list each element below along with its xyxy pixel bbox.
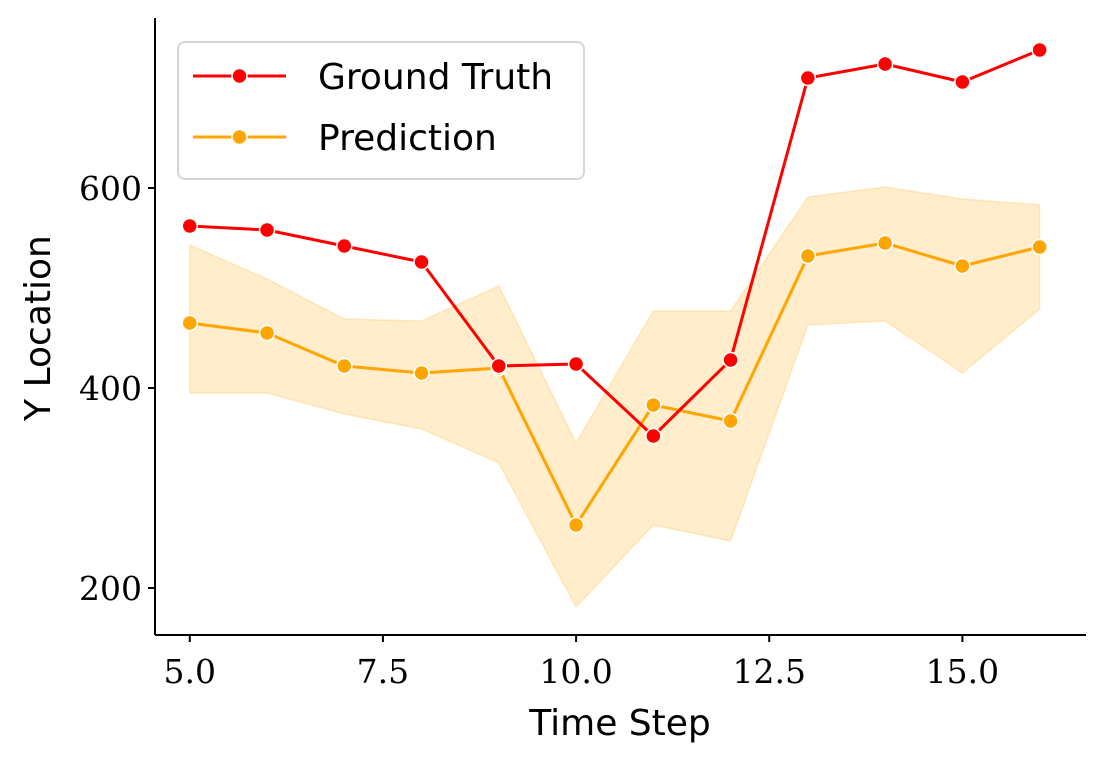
legend-marker-prediction [231,128,248,146]
data-point-prediction [336,357,353,375]
legend: Ground Truth Prediction [177,41,585,180]
data-point-prediction [567,516,585,534]
y-axis-label: Y Location [18,235,59,422]
tick-layer: 5.0 7.5 10.0 12.5 15.0 200 400 600 [79,169,999,691]
axes [154,18,1086,636]
series-line-ground-truth [189,48,1041,438]
data-point-ground-truth [258,221,276,239]
data-point-prediction [181,314,199,332]
legend-marker-ground-truth [231,67,248,85]
y-tick-label: 400 [79,369,142,408]
data-point-prediction [954,257,971,275]
x-tick-label: 7.5 [357,652,409,691]
data-point-prediction [1031,238,1048,256]
data-point-ground-truth [181,217,199,235]
x-tick-label: 12.5 [732,652,805,691]
legend-label-prediction: Prediction [318,118,497,159]
data-point-ground-truth [799,69,817,87]
data-point-prediction [799,247,817,265]
legend-label-ground-truth: Ground Truth [318,57,553,98]
x-tick-label: 10.0 [539,652,612,691]
y-tick-label: 200 [79,569,142,608]
data-point-prediction [413,364,430,382]
data-point-prediction [876,234,894,252]
data-point-prediction [722,412,739,430]
data-point-ground-truth [413,253,430,271]
data-point-ground-truth [336,237,353,255]
x-axis-label: Time Step [528,703,711,744]
data-point-prediction [258,324,276,342]
data-point-ground-truth [954,73,971,91]
series-line-prediction [189,241,1041,527]
x-tick-label: 5.0 [164,652,216,691]
data-point-ground-truth [567,355,585,373]
confidence-band-prediction [189,186,1041,609]
y-tick-label: 600 [79,169,142,208]
confidence-band-layer [189,186,1041,609]
data-point-ground-truth [876,55,894,73]
data-point-ground-truth [1031,41,1048,59]
data-point-ground-truth [490,357,508,375]
data-point-prediction [645,396,662,414]
data-point-ground-truth [645,427,662,445]
series-layer [181,41,1048,534]
data-point-ground-truth [722,351,739,369]
x-tick-label: 15.0 [926,652,999,691]
